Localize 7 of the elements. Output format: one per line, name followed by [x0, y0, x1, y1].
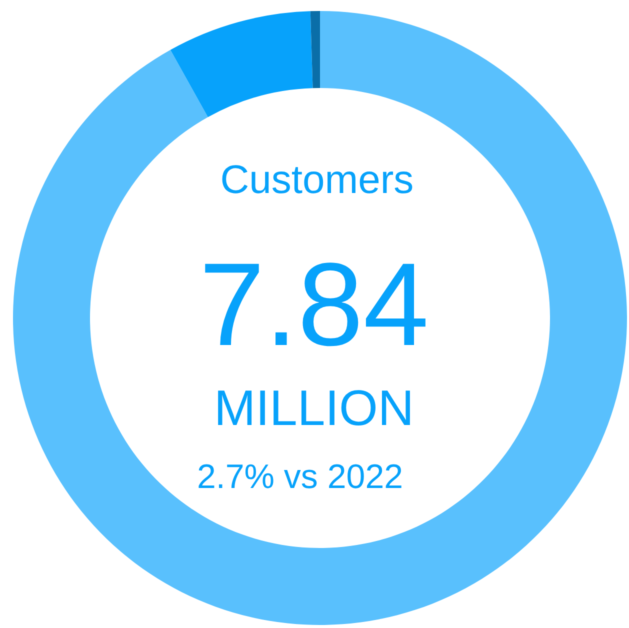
text: 7.84 — [199, 239, 429, 371]
donut-slice — [310, 11, 320, 88]
text: 2.7% vs 2022 — [196, 458, 404, 496]
text: Customers — [220, 158, 414, 202]
donut-slice — [13, 11, 627, 624]
text: MILLION — [214, 380, 414, 436]
donut-slice — [170, 11, 313, 118]
